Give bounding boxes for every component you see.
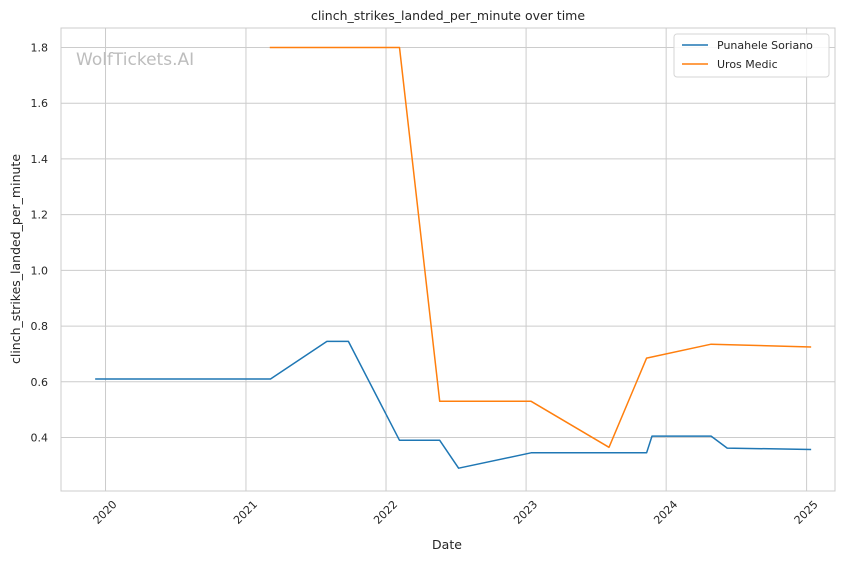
chart-title: clinch_strikes_landed_per_minute over ti… [311, 8, 585, 23]
y-tick-label: 1.4 [31, 153, 49, 166]
watermark: WolfTickets.AI [76, 50, 194, 70]
y-tick-label: 0.8 [31, 320, 49, 333]
plot-frame [60, 27, 836, 492]
y-tick-label: 1.0 [31, 264, 49, 277]
y-tick-label: 1.2 [31, 209, 49, 222]
legend-label: Punahele Soriano [717, 39, 813, 52]
series-lines [95, 46, 812, 469]
x-axis-label: Date [432, 537, 462, 552]
y-tick-label: 0.4 [31, 432, 49, 445]
y-tick-label: 0.6 [31, 376, 49, 389]
legend-box [673, 33, 830, 78]
legend-label: Uros Medic [717, 58, 778, 71]
y-tick-label: 1.6 [31, 97, 49, 110]
y-axis-label: clinch_strikes_landed_per_minute [8, 154, 23, 364]
y-tick-label: 1.8 [31, 42, 49, 55]
series-line-uros-medic [269, 46, 812, 449]
legend: Punahele Soriano Uros Medic [673, 33, 830, 78]
series-line-punahele-soriano [95, 340, 812, 469]
